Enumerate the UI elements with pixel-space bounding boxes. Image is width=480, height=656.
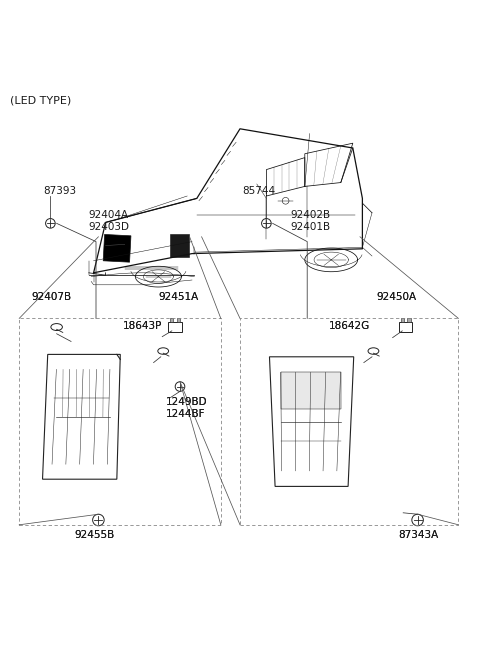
Text: 92402B: 92402B: [290, 210, 331, 220]
Bar: [170, 234, 189, 257]
Text: 1244BF: 1244BF: [166, 409, 205, 419]
Text: 92403D: 92403D: [89, 222, 130, 232]
Text: (LED TYPE): (LED TYPE): [10, 95, 71, 105]
Text: 92404A: 92404A: [89, 210, 129, 220]
Bar: [408, 318, 410, 322]
Text: 87343A: 87343A: [398, 530, 439, 541]
Bar: [399, 322, 412, 332]
Text: 87393: 87393: [43, 186, 76, 196]
Text: 92401B: 92401B: [290, 222, 331, 232]
Text: 92450A: 92450A: [377, 292, 417, 302]
Text: 85744: 85744: [242, 186, 276, 196]
Polygon shape: [281, 373, 341, 409]
Text: 1244BF: 1244BF: [166, 409, 205, 419]
Bar: [168, 322, 182, 332]
Text: 18643P: 18643P: [122, 321, 162, 331]
Text: 18642G: 18642G: [329, 321, 370, 331]
Text: 92451A: 92451A: [158, 292, 199, 302]
Text: 18643P: 18643P: [122, 321, 162, 331]
Text: 92407B: 92407B: [31, 292, 72, 302]
Text: 92455B: 92455B: [74, 530, 115, 541]
Text: 92450A: 92450A: [377, 292, 417, 302]
Bar: [177, 318, 180, 322]
Bar: [103, 234, 131, 262]
Text: 92407B: 92407B: [31, 292, 72, 302]
Text: 1249BD: 1249BD: [166, 398, 207, 407]
Text: 92455B: 92455B: [74, 530, 115, 541]
Bar: [170, 318, 173, 322]
Text: 92451A: 92451A: [158, 292, 199, 302]
Text: 18642G: 18642G: [329, 321, 370, 331]
Bar: [401, 318, 404, 322]
Text: 87343A: 87343A: [398, 530, 439, 541]
Text: 1249BD: 1249BD: [166, 398, 207, 407]
